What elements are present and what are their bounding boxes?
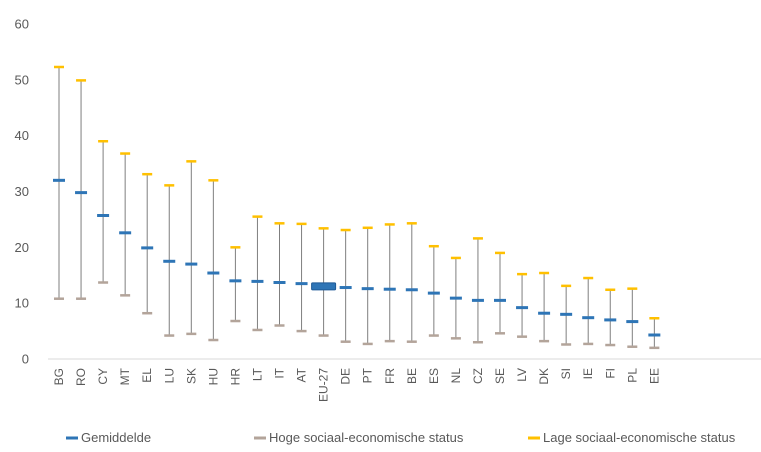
y-axis: 0 10 20 30 40 50 60 — [15, 17, 29, 367]
x-tick-label: DK — [537, 368, 551, 385]
x-tick-label: RO — [74, 368, 88, 386]
y-tick-label: 10 — [15, 296, 29, 311]
x-tick-label: EL — [140, 368, 154, 383]
y-tick-label: 50 — [15, 72, 29, 87]
x-tick-label: AT — [295, 367, 309, 382]
x-tick-label: CZ — [471, 368, 485, 384]
x-tick-label: PL — [625, 368, 639, 383]
x-tick-label: FI — [603, 368, 617, 379]
x-tick-label: ES — [427, 368, 441, 384]
x-tick-label: LT — [250, 367, 264, 381]
x-tick-label: SK — [184, 368, 198, 384]
x-tick-label: IE — [581, 368, 595, 379]
x-tick-label: LV — [515, 368, 529, 382]
x-axis: BG RO CY MT EL LU SK HU HR LT IT AT EU-27 DE PT FR BE ES N… — [48, 358, 761, 402]
legend-label: Gemiddelde — [81, 430, 151, 445]
x-tick-label: HR — [228, 368, 242, 386]
x-tick-label: NL — [449, 368, 463, 384]
x-tick-label: IT — [273, 367, 287, 378]
plot-area — [53, 65, 661, 350]
x-tick-label: DE — [339, 368, 353, 385]
y-tick-label: 30 — [15, 184, 29, 199]
x-tick-label: CY — [96, 368, 110, 385]
x-tick-label: BE — [405, 368, 419, 384]
legend-label: Hoge sociaal-economische status — [269, 430, 464, 445]
x-tick-label: EU-27 — [317, 368, 331, 402]
x-tick-label: PT — [361, 367, 375, 383]
mean-marker — [311, 282, 337, 291]
x-tick-label: SI — [559, 368, 573, 379]
x-tick-label: BG — [52, 368, 66, 385]
legend: Gemiddelde Hoge sociaal-economische statu… — [66, 430, 736, 445]
x-tick-label: FR — [383, 368, 397, 384]
x-tick-label: EE — [647, 368, 661, 384]
x-tick-label: HU — [206, 368, 220, 385]
legend-label: Lage sociaal-economische status — [543, 430, 736, 445]
x-tick-label: LU — [162, 368, 176, 383]
y-tick-label: 60 — [15, 17, 29, 32]
y-tick-label: 20 — [15, 240, 29, 255]
x-tick-label: SE — [493, 368, 507, 384]
x-tick-label: MT — [118, 367, 132, 385]
y-tick-label: 0 — [22, 352, 29, 367]
y-tick-label: 40 — [15, 128, 29, 143]
